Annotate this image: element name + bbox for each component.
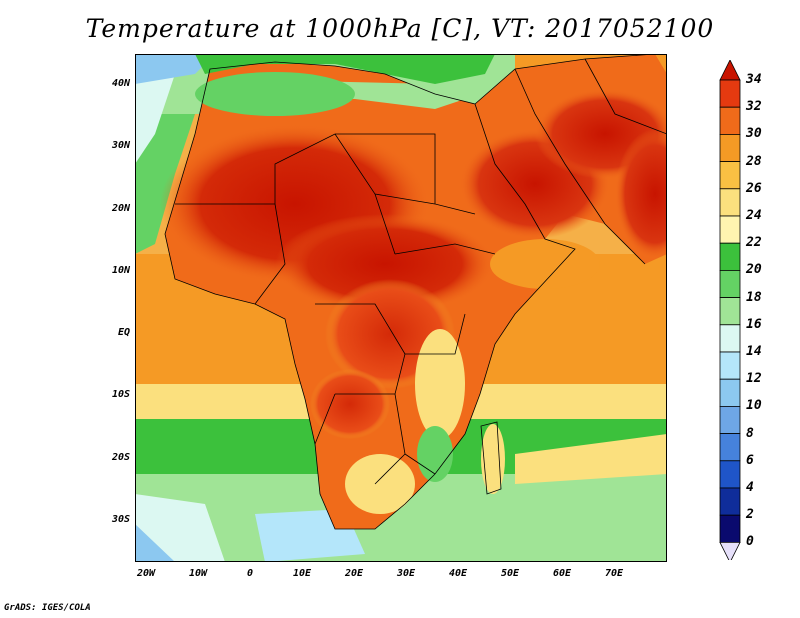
colorbar-label: 16 xyxy=(746,316,762,332)
lon-tick-label: 10W xyxy=(188,568,208,579)
colorbar-label: 6 xyxy=(746,452,754,468)
lon-tick-label: 30E xyxy=(396,568,416,579)
colorbar-label: 26 xyxy=(746,180,762,196)
colorbar-segment xyxy=(719,405,741,434)
temperature-map xyxy=(135,54,667,562)
lon-tick-label: 50E xyxy=(500,568,520,579)
colorbar-label: 28 xyxy=(746,153,762,169)
colorbar-segment xyxy=(719,460,741,489)
atlantic-north-cyan xyxy=(135,74,175,164)
lon-tick-label: 60E xyxy=(552,568,572,579)
colorbar-label: 18 xyxy=(746,289,762,305)
lat-tick-label: 20S xyxy=(111,452,130,463)
lat-tick-label: EQ xyxy=(117,327,130,338)
colorbar-segment xyxy=(719,487,741,516)
lat-tick-label: 30S xyxy=(111,514,130,525)
angola-hot xyxy=(310,369,390,439)
colorbar-segment xyxy=(719,215,741,244)
colorbar-label: 8 xyxy=(746,425,754,441)
colorbar-segment xyxy=(719,351,741,380)
lon-tick-label: 20W xyxy=(136,568,156,579)
colorbar-label: 32 xyxy=(746,99,762,115)
lon-tick-label: 40E xyxy=(448,568,468,579)
sahel-hot-core xyxy=(275,214,495,314)
lon-tick-label: 10E xyxy=(292,568,312,579)
chart-title: Temperature at 1000hPa [C], VT: 20170521… xyxy=(85,14,715,43)
lon-tick-label: 70E xyxy=(604,568,624,579)
lon-tick-label: 0 xyxy=(246,568,254,579)
colorbar-label: 22 xyxy=(746,235,762,251)
map-frame xyxy=(135,54,667,562)
colorbar-segment xyxy=(719,433,741,462)
colorbar-label: 0 xyxy=(746,534,754,550)
north-africa-coast-green xyxy=(195,72,355,116)
colorbar-segment xyxy=(719,79,741,108)
nw-blue xyxy=(135,54,215,84)
lon-tick-label: 20E xyxy=(344,568,364,579)
colorbar-label: 30 xyxy=(746,126,762,142)
colorbar-segment xyxy=(719,134,741,163)
colorbar-segment xyxy=(719,269,741,298)
colorbar-segment xyxy=(719,297,741,326)
colorbar-label: 12 xyxy=(746,371,762,387)
lat-tick-label: 30N xyxy=(111,140,130,151)
south-africa-interior xyxy=(345,454,415,514)
lat-tick-label: 40N xyxy=(111,78,130,89)
colorbar-segment xyxy=(719,324,741,353)
colorbar-label: 14 xyxy=(746,344,762,359)
colorbar-segment xyxy=(719,514,741,543)
colorbar-label: 2 xyxy=(746,507,754,523)
lat-tick-label: 10N xyxy=(111,265,130,276)
colorbar-segment xyxy=(719,161,741,190)
colorbar-label: 24 xyxy=(746,208,762,223)
colorbar-label: 34 xyxy=(746,72,762,87)
grads-credit: GrADS: IGES/COLA xyxy=(4,603,91,613)
lat-tick-label: 20N xyxy=(111,203,130,214)
country-borders xyxy=(164,54,667,530)
lat-tick-label: 10S xyxy=(111,389,130,400)
colorbar-arrow-top xyxy=(719,60,741,81)
colorbar-segment xyxy=(719,242,741,271)
colorbar-segment xyxy=(719,378,741,407)
india-hot-core xyxy=(615,129,667,259)
colorbar-arrow-bottom xyxy=(719,542,741,560)
sw-cyan xyxy=(135,494,225,562)
colorbar-segment xyxy=(719,106,741,135)
europe-land xyxy=(195,54,495,84)
colorbar-label: 4 xyxy=(746,480,754,495)
colorbar-label: 20 xyxy=(746,262,762,278)
madagascar xyxy=(481,424,505,494)
colorbar-segment xyxy=(719,188,741,217)
east-africa-highlands xyxy=(415,329,465,439)
colorbar-label: 10 xyxy=(746,398,762,414)
colorbar xyxy=(719,60,741,560)
indian-ocean-south-warm xyxy=(515,434,667,484)
